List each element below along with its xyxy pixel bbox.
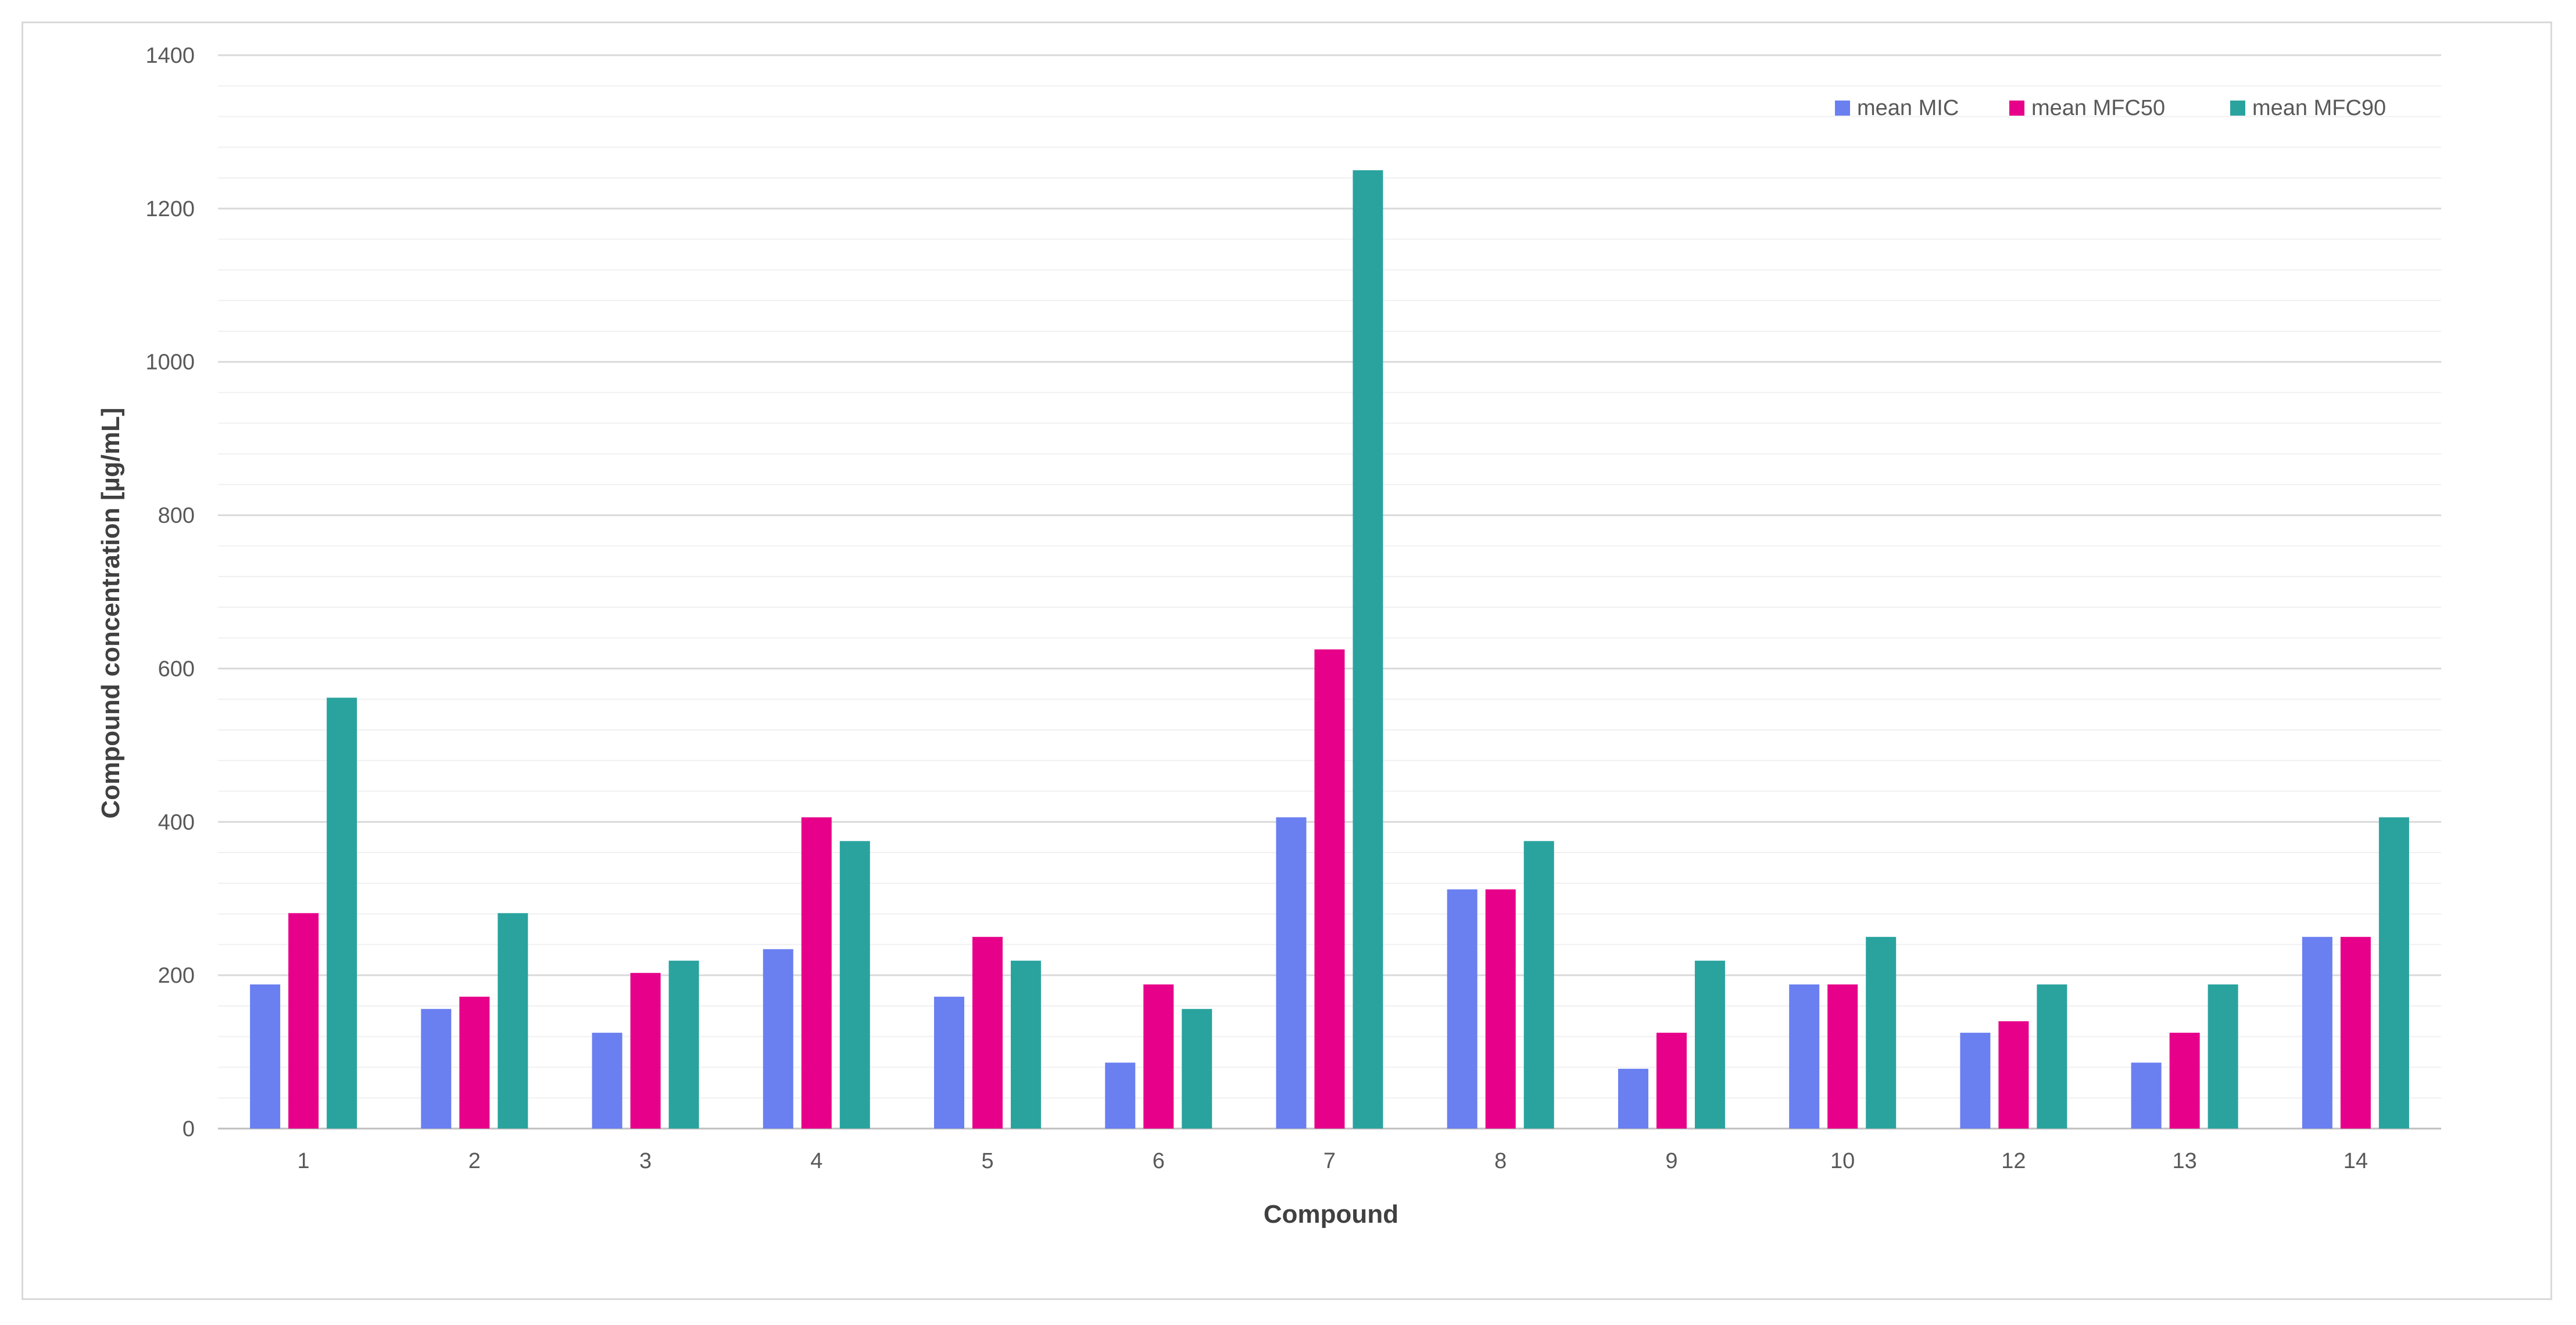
- y-tick-label: 0: [183, 1117, 195, 1141]
- bar-mean-mfc50: [459, 997, 490, 1129]
- bar-mean-mfc50: [1827, 984, 1858, 1129]
- bar-mean-mfc90: [1353, 170, 1383, 1129]
- bar-mean-mfc90: [327, 697, 357, 1129]
- legend-swatch: [1835, 101, 1850, 116]
- bar-mean-mic: [1447, 889, 1477, 1129]
- bar-mean-mfc90: [1523, 841, 1554, 1129]
- legend: mean MIC mean MFC50 mean MFC90: [1835, 96, 2386, 120]
- bar-mean-mic: [1105, 1062, 1136, 1129]
- x-tick-label: 12: [2001, 1149, 2026, 1173]
- x-tick-label: 10: [1830, 1149, 1855, 1173]
- bar-mean-mfc50: [288, 913, 319, 1129]
- y-tick-label: 1400: [145, 44, 195, 68]
- bar-mean-mic: [1618, 1069, 1648, 1129]
- bar-mean-mfc50: [1998, 1021, 2029, 1129]
- x-tick-label: 5: [981, 1149, 993, 1173]
- bar-mean-mfc90: [2208, 984, 2238, 1129]
- y-tick-label: 800: [158, 504, 195, 528]
- x-axis-title: Compound: [1264, 1200, 1398, 1229]
- y-tick-label: 200: [158, 964, 195, 988]
- bar-mean-mfc50: [1656, 1033, 1687, 1129]
- y-tick-label: 1200: [145, 197, 195, 221]
- bar-mean-mfc90: [1011, 961, 1042, 1129]
- x-tick-label: 4: [810, 1149, 822, 1173]
- bar-mean-mfc50: [1485, 889, 1516, 1129]
- bar-mean-mfc90: [839, 841, 870, 1129]
- bar-mean-mfc90: [1182, 1009, 1212, 1129]
- x-tick-label: 7: [1323, 1149, 1336, 1173]
- legend-swatch: [2009, 101, 2024, 116]
- bar-mean-mic: [934, 997, 965, 1129]
- bar-mean-mfc50: [2340, 937, 2371, 1129]
- bar-mean-mic: [1789, 984, 1820, 1129]
- legend-label: mean MFC90: [2252, 96, 2386, 120]
- legend-label: mean MIC: [1857, 96, 1959, 120]
- bar-mean-mfc90: [2378, 817, 2409, 1129]
- bar-mean-mfc90: [1694, 961, 1725, 1129]
- legend-swatch: [2230, 101, 2245, 116]
- x-tick-label: 3: [639, 1149, 652, 1173]
- bar-mean-mfc90: [1866, 937, 1897, 1129]
- bar-mean-mic: [763, 949, 793, 1129]
- bar-mean-mfc50: [1143, 984, 1174, 1129]
- x-tick-label: 1: [298, 1149, 310, 1173]
- bar-mean-mic: [1276, 817, 1307, 1129]
- bar-mean-mfc50: [972, 937, 1003, 1129]
- x-tick-label: 8: [1494, 1149, 1507, 1173]
- legend-label: mean MFC50: [2031, 96, 2165, 120]
- x-tick-label: 13: [2173, 1149, 2197, 1173]
- bar-mean-mic: [592, 1033, 622, 1129]
- bar-mean-mfc90: [668, 961, 699, 1129]
- x-tick-label: 2: [468, 1149, 481, 1173]
- y-axis-title: Compound concentration [µg/mL]: [96, 407, 125, 818]
- y-tick-label: 400: [158, 810, 195, 835]
- bar-mean-mfc90: [498, 913, 528, 1129]
- x-tick-label: 14: [2344, 1149, 2368, 1173]
- bar-mean-mic: [1960, 1033, 1991, 1129]
- bar-mean-mic: [250, 984, 281, 1129]
- bar-mean-mfc90: [2037, 984, 2067, 1129]
- x-tick-label: 6: [1153, 1149, 1165, 1173]
- bar-mean-mic: [421, 1009, 452, 1129]
- y-tick-label: 600: [158, 657, 195, 681]
- x-tick-label: 9: [1665, 1149, 1677, 1173]
- bar-mean-mfc50: [1314, 649, 1345, 1129]
- bar-mean-mfc50: [630, 973, 661, 1129]
- bars: [250, 170, 2409, 1129]
- y-tick-label: 1000: [145, 350, 195, 375]
- bar-mean-mfc50: [2169, 1033, 2200, 1129]
- bar-mean-mic: [2302, 937, 2332, 1129]
- bar-mean-mic: [2131, 1062, 2162, 1129]
- bar-mean-mfc50: [801, 817, 832, 1129]
